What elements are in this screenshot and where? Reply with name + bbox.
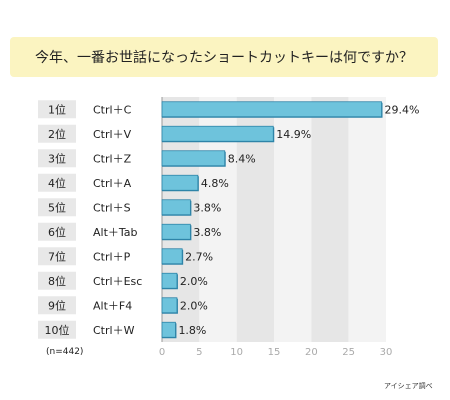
rank-box (38, 149, 76, 168)
bar (161, 199, 191, 216)
category-label: Alt＋F4 (93, 299, 132, 312)
x-tick-label: 10 (230, 347, 243, 358)
grid-band (311, 97, 349, 342)
x-tick-label: 15 (268, 347, 281, 358)
rank-label: 5位 (48, 200, 66, 214)
category-label: Ctrl＋V (93, 128, 132, 141)
x-tick-label: 5 (196, 347, 202, 358)
source-note: アイシェア調べ (384, 382, 433, 390)
x-tick-label: 30 (380, 347, 393, 358)
category-label: Ctrl＋A (93, 177, 132, 190)
grid-band (274, 97, 312, 342)
rank-label: 4位 (48, 176, 66, 190)
x-tick-label: 0 (159, 347, 165, 358)
rank-box (38, 124, 76, 143)
chart-title-text: 今年、一番お世話になったショートカットキーは何ですか？ (35, 50, 413, 66)
rank-label: 7位 (48, 249, 66, 263)
value-label: 2.7% (185, 250, 213, 263)
bar (161, 101, 382, 118)
category-label: Ctrl＋P (93, 250, 131, 263)
value-label: 8.4% (228, 152, 256, 165)
rank-label: 1位 (48, 102, 66, 116)
category-label: Alt＋Tab (93, 226, 138, 239)
rank-box (38, 173, 76, 192)
value-label: 1.8% (178, 324, 206, 337)
bar (161, 297, 178, 314)
rank-box (38, 296, 76, 315)
value-label: 29.4% (385, 103, 420, 116)
rank-box (38, 320, 76, 339)
value-label: 2.0% (180, 275, 208, 288)
value-label: 2.0% (180, 299, 208, 312)
value-label: 3.8% (193, 201, 221, 214)
rank-box (38, 247, 76, 266)
bar (161, 150, 226, 167)
category-label: Ctrl＋Z (93, 152, 132, 165)
value-label: 4.8% (201, 177, 229, 190)
category-label: Ctrl＋S (93, 201, 131, 214)
rank-box (38, 271, 76, 290)
bar (161, 223, 191, 240)
rank-label: 9位 (48, 298, 66, 312)
category-label: Ctrl＋W (93, 324, 135, 337)
category-label: Ctrl＋Esc (93, 275, 142, 288)
chart-title: 今年、一番お世話になったショートカットキーは何ですか？ (10, 37, 438, 77)
bar (161, 272, 178, 289)
rank-label: 3位 (48, 151, 66, 165)
rank-label: 2位 (48, 127, 66, 141)
x-tick-label: 25 (342, 347, 355, 358)
value-label: 3.8% (193, 226, 221, 239)
rank-label: 6位 (48, 225, 66, 239)
value-label: 14.9% (276, 128, 311, 141)
rank-label: 8位 (48, 274, 66, 288)
rank-label: 10位 (45, 323, 70, 337)
bar (161, 125, 274, 142)
rank-box (38, 222, 76, 241)
grid-band (348, 97, 386, 342)
x-tick-label: 20 (305, 347, 318, 358)
sample-size-note: (n=442) (46, 347, 84, 357)
rank-box (38, 198, 76, 217)
rank-box (38, 100, 76, 119)
bar (161, 174, 199, 191)
bar (161, 248, 183, 265)
bar (161, 321, 176, 338)
category-label: Ctrl＋C (93, 103, 132, 116)
